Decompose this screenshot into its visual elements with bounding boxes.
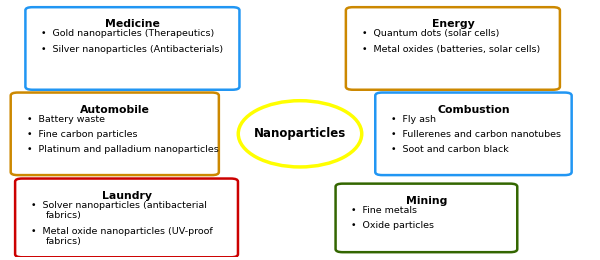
Text: •  Battery waste: • Battery waste <box>26 115 104 124</box>
Text: •  Metal oxide nanoparticles (UV-proof: • Metal oxide nanoparticles (UV-proof <box>31 227 213 236</box>
Text: •  Quantum dots (solar cells): • Quantum dots (solar cells) <box>362 29 499 38</box>
Text: Combustion: Combustion <box>437 105 510 114</box>
Text: •  Platinum and palladium nanoparticles: • Platinum and palladium nanoparticles <box>26 145 218 154</box>
Text: fabrics): fabrics) <box>46 237 82 246</box>
FancyBboxPatch shape <box>15 179 238 257</box>
Text: •  Fine carbon particles: • Fine carbon particles <box>26 130 137 139</box>
Text: •  Metal oxides (batteries, solar cells): • Metal oxides (batteries, solar cells) <box>362 45 540 54</box>
Text: Automobile: Automobile <box>80 105 150 114</box>
Text: •  Soot and carbon black: • Soot and carbon black <box>391 145 509 154</box>
FancyBboxPatch shape <box>346 7 560 90</box>
Text: Nanoparticles: Nanoparticles <box>254 127 346 140</box>
Text: fabrics): fabrics) <box>46 211 82 220</box>
Ellipse shape <box>238 101 362 167</box>
Text: •  Fly ash: • Fly ash <box>391 115 436 124</box>
Text: •  Fine metals: • Fine metals <box>352 206 418 215</box>
Text: Energy: Energy <box>431 19 474 29</box>
Text: •  Fullerenes and carbon nanotubes: • Fullerenes and carbon nanotubes <box>391 130 561 139</box>
Text: Medicine: Medicine <box>105 19 160 29</box>
FancyBboxPatch shape <box>375 93 572 175</box>
FancyBboxPatch shape <box>11 93 219 175</box>
Text: •  Silver nanoparticles (Antibacterials): • Silver nanoparticles (Antibacterials) <box>41 45 223 54</box>
Text: •  Oxide particles: • Oxide particles <box>352 221 434 230</box>
FancyBboxPatch shape <box>335 184 517 252</box>
Text: Mining: Mining <box>406 196 447 206</box>
Text: Laundry: Laundry <box>101 191 152 200</box>
Text: •  Gold nanoparticles (Therapeutics): • Gold nanoparticles (Therapeutics) <box>41 29 215 38</box>
Text: •  Solver nanoparticles (antibacterial: • Solver nanoparticles (antibacterial <box>31 201 207 210</box>
FancyBboxPatch shape <box>25 7 239 90</box>
